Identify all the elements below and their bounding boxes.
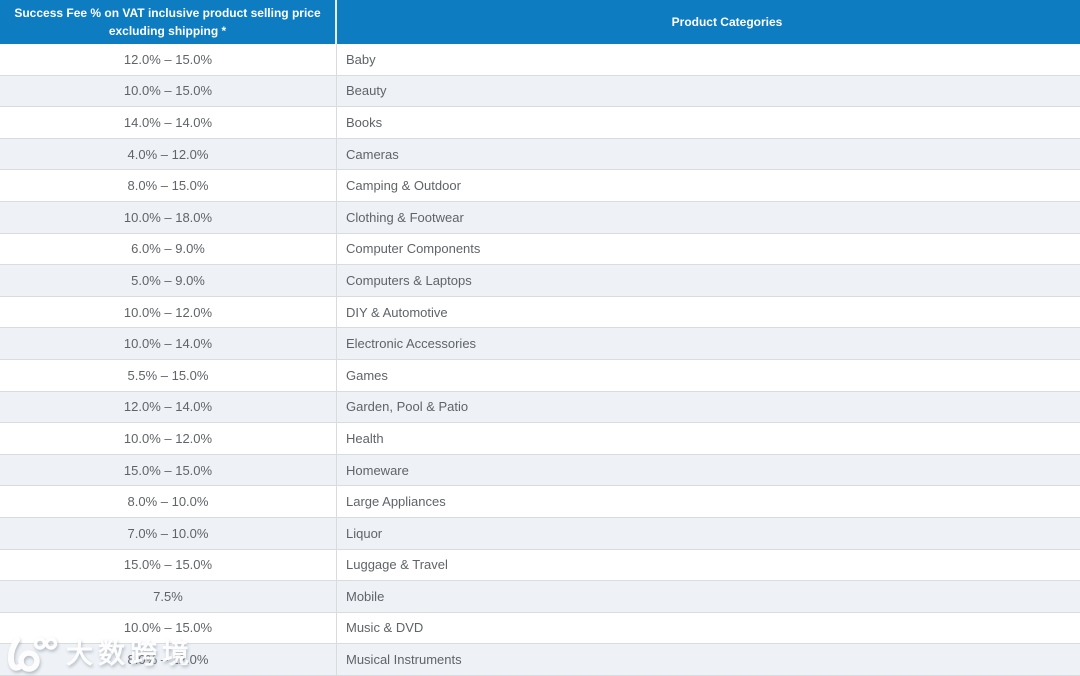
categories-column-header: Product Categories	[671, 15, 783, 29]
category-cell: Baby	[346, 51, 376, 67]
table-row: 4.0% – 12.0% Cameras	[0, 138, 1080, 171]
fee-cell: 15.0% – 15.0%	[0, 549, 337, 581]
table-row: 10.0% – 15.0% Music & DVD	[0, 612, 1080, 645]
fee-cell: 4.0% – 12.0%	[0, 138, 337, 170]
table-row: 10.0% – 15.0% Beauty	[0, 75, 1080, 108]
category-cell: Computers & Laptops	[346, 272, 472, 288]
category-cell: Musical Instruments	[346, 652, 462, 668]
fee-cell: 5.0% – 9.0%	[0, 265, 337, 296]
table-row: 6.0% – 9.0% Computer Components	[0, 233, 1080, 266]
table-row: 10.0% – 12.0% DIY & Automotive	[0, 296, 1080, 329]
category-cell: Liquor	[346, 525, 383, 541]
table-row: 10.0% – 18.0% Clothing & Footwear	[0, 201, 1080, 234]
fee-cell: 10.0% – 15.0%	[0, 75, 337, 107]
fee-cell: 8.0% – 10.0%	[0, 486, 337, 517]
fee-column-header-line1: Success Fee % on VAT inclusive product s…	[14, 6, 321, 20]
table-row: 15.0% – 15.0% Luggage & Travel	[0, 549, 1080, 582]
table-row: 10.0% – 12.0% Health	[0, 423, 1080, 455]
fee-cell: 8.0% – 12.0%	[0, 644, 337, 675]
table-row: 5.0% – 9.0% Computers & Laptops	[0, 265, 1080, 297]
fee-cell: 15.0% – 15.0%	[0, 454, 337, 486]
category-cell: Games	[346, 367, 388, 383]
fee-column-header: Success Fee % on VAT inclusive product s…	[0, 0, 337, 44]
table-row: 8.0% – 12.0% Musical Instruments	[0, 644, 1080, 676]
fee-column-header-line2: excluding shipping *	[108, 24, 227, 38]
table-row: 12.0% – 14.0% Garden, Pool & Patio	[0, 391, 1080, 424]
fee-cell: 10.0% – 18.0%	[0, 201, 337, 233]
fee-cell: 7.5%	[0, 581, 337, 612]
table-row: 8.0% – 10.0% Large Appliances	[0, 486, 1080, 518]
fee-cell: 5.5% – 15.0%	[0, 359, 337, 391]
fee-cell: 10.0% – 12.0%	[0, 296, 337, 328]
category-cell: Luggage & Travel	[346, 557, 448, 573]
category-cell: Garden, Pool & Patio	[346, 399, 469, 415]
table-row: 7.0% – 10.0% Liquor	[0, 517, 1080, 550]
category-cell: Large Appliances	[346, 494, 446, 510]
category-cell: Cameras	[346, 146, 399, 162]
table-row: 7.5% Mobile	[0, 581, 1080, 613]
fee-cell: 7.0% – 10.0%	[0, 517, 337, 549]
table-body: 12.0% – 15.0% Baby 10.0% – 15.0% Beauty …	[0, 44, 1080, 676]
fee-cell: 10.0% – 14.0%	[0, 328, 337, 359]
category-cell: Mobile	[346, 588, 385, 604]
table-row: 14.0% – 14.0% Books	[0, 107, 1080, 139]
table-row: 12.0% – 15.0% Baby	[0, 44, 1080, 76]
category-cell: Computer Components	[346, 241, 481, 257]
table-row: 5.5% – 15.0% Games	[0, 359, 1080, 392]
fee-cell: 14.0% – 14.0%	[0, 107, 337, 138]
category-cell: Beauty	[346, 83, 387, 99]
fee-cell: 12.0% – 14.0%	[0, 391, 337, 423]
fee-cell: 12.0% – 15.0%	[0, 44, 337, 75]
category-cell: DIY & Automotive	[346, 304, 448, 320]
table-row: 10.0% – 14.0% Electronic Accessories	[0, 328, 1080, 360]
category-cell: Camping & Outdoor	[346, 178, 461, 194]
category-cell: Clothing & Footwear	[346, 209, 464, 225]
category-cell: Health	[346, 430, 384, 446]
fee-cell: 6.0% – 9.0%	[0, 233, 337, 265]
category-cell: Homeware	[346, 462, 409, 478]
table-row: 8.0% – 15.0% Camping & Outdoor	[0, 170, 1080, 202]
category-cell: Books	[346, 114, 383, 130]
category-cell: Music & DVD	[346, 620, 424, 636]
category-cell: Electronic Accessories	[346, 336, 477, 352]
table-row: 15.0% – 15.0% Homeware	[0, 454, 1080, 487]
table-header-row: Success Fee % on VAT inclusive product s…	[0, 0, 1080, 44]
fee-cell: 10.0% – 12.0%	[0, 423, 337, 454]
fee-cell: 8.0% – 15.0%	[0, 170, 337, 201]
fee-cell: 10.0% – 15.0%	[0, 612, 337, 644]
